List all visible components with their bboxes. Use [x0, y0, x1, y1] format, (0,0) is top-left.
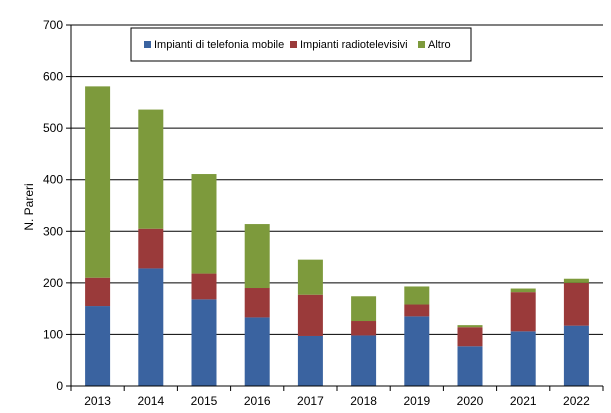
legend-swatch — [144, 41, 151, 48]
x-tick-label: 2016 — [244, 394, 271, 408]
y-tick-label: 400 — [43, 173, 63, 187]
bar-2014-series-2 — [138, 109, 164, 229]
bar-2017-series-2 — [297, 259, 323, 295]
bar-2017-series-1 — [297, 294, 323, 336]
bar-2013-series-1 — [85, 277, 111, 307]
bar-2014-series-0 — [138, 268, 164, 386]
bar-2016-series-1 — [244, 288, 270, 318]
x-tick-labels: 2013 2014 2015 2016 2017 2018 2019 2020 2021 2022 — [84, 394, 590, 408]
bar-2020-series-0 — [457, 346, 483, 386]
bar-2013-series-0 — [85, 306, 111, 386]
x-tick-label: 2014 — [137, 394, 164, 408]
bar-2015-series-0 — [191, 299, 217, 386]
bar-2019-series-1 — [404, 304, 430, 317]
axes — [70, 25, 604, 391]
bar-2022-series-0 — [563, 325, 589, 386]
bar-2018-series-2 — [351, 296, 377, 322]
bar-2018-series-0 — [351, 335, 377, 386]
bar-2015-series-2 — [191, 174, 217, 274]
y-tick-label: 0 — [56, 379, 63, 393]
y-tick-label: 100 — [43, 327, 63, 341]
bar-2021-series-0 — [510, 331, 536, 386]
legend: Impianti di telefonia mobile Impianti rad… — [130, 27, 472, 62]
y-tick-labels: 0 100 200 300 400 500 600 700 — [43, 18, 63, 393]
bar-2016-series-2 — [244, 224, 270, 289]
bar-2014-series-1 — [138, 228, 164, 269]
y-axis-label: N. Pareri — [22, 183, 36, 230]
legend-box — [130, 27, 472, 62]
y-tick-label: 500 — [43, 121, 63, 135]
legend-label: Impianti radiotelevisivi — [300, 39, 408, 51]
y-tick-label: 600 — [43, 70, 63, 84]
x-tick-label: 2021 — [510, 394, 537, 408]
bar-2020-series-2 — [457, 325, 483, 328]
bar-2020-series-1 — [457, 327, 483, 347]
bar-2019-series-0 — [404, 316, 430, 386]
x-tick-label: 2020 — [457, 394, 484, 408]
legend-swatch — [290, 41, 297, 48]
y-tick-label: 200 — [43, 276, 63, 290]
x-tick-label: 2018 — [350, 394, 377, 408]
bar-2022-series-2 — [563, 278, 589, 283]
legend-label: Impianti di telefonia mobile — [154, 39, 284, 51]
bar-2013-series-2 — [85, 86, 111, 278]
bar-2015-series-1 — [191, 273, 217, 300]
x-tick-label: 2022 — [563, 394, 590, 408]
x-tick-label: 2019 — [403, 394, 430, 408]
bar-2016-series-0 — [244, 317, 270, 386]
y-tick-label: 300 — [43, 224, 63, 238]
bar-2021-series-1 — [510, 292, 536, 332]
x-tick-label: 2013 — [84, 394, 111, 408]
x-tick-label: 2015 — [191, 394, 218, 408]
legend-label: Altro — [428, 39, 451, 51]
bar-2019-series-2 — [404, 286, 430, 305]
bar-2021-series-2 — [510, 288, 536, 293]
x-tick-label: 2017 — [297, 394, 324, 408]
legend-swatch — [418, 41, 425, 48]
bar-2018-series-1 — [351, 321, 377, 336]
y-tick-label: 700 — [43, 18, 63, 32]
bar-2017-series-0 — [297, 335, 323, 386]
bars — [85, 86, 589, 386]
bar-2022-series-1 — [563, 282, 589, 326]
